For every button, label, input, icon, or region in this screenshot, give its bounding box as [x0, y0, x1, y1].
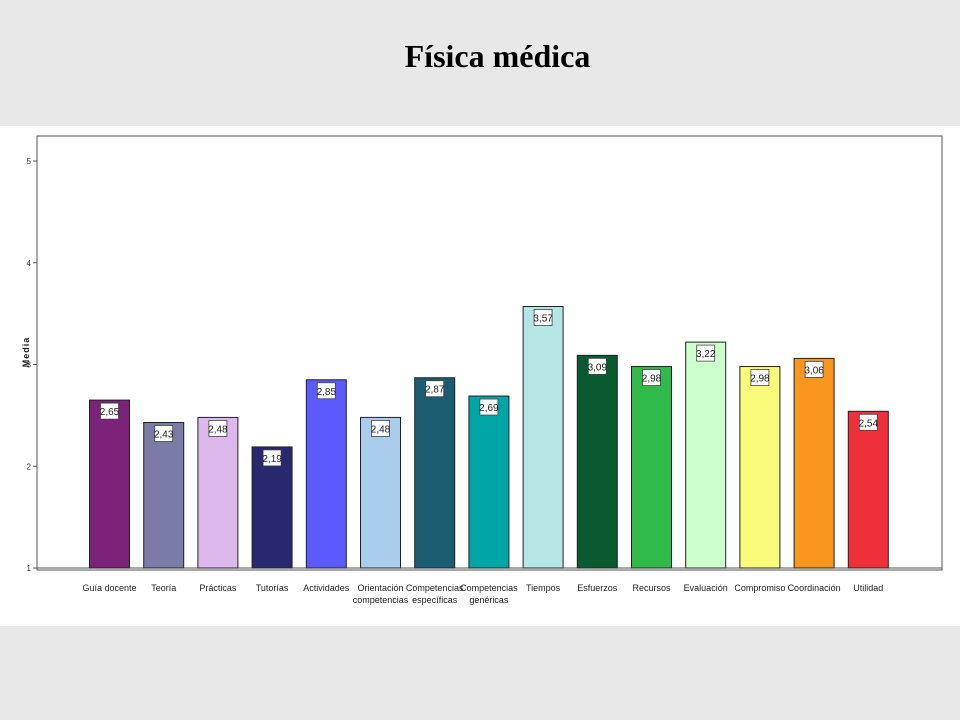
data-label: 2,98 [642, 374, 662, 385]
x-axis-labels: Guía docente Teoría Prácticas Tutorías Activ… [82, 583, 883, 605]
data-label: 3,57 [533, 314, 553, 325]
data-label-box [858, 413, 878, 431]
category-label: Recursos [632, 583, 671, 593]
data-label: 3,22 [696, 349, 716, 360]
category-label: Actividades [303, 583, 350, 593]
bar [631, 366, 672, 569]
category-label: Competencias [460, 583, 518, 593]
category-label: Prácticas [199, 583, 237, 593]
data-label-box [371, 420, 390, 437]
y-tick-label: 5 [27, 157, 32, 166]
bars: 2,65 2,43 2,48 2,19 2,85 2,48 2,87 2,69 3,57 3,09… [89, 306, 889, 569]
bar [847, 410, 889, 569]
category-label: Coordinación [788, 583, 841, 593]
data-label: 2,85 [317, 387, 337, 398]
category-label: Competencias [406, 583, 464, 593]
y-tick-label: 1 [27, 564, 32, 573]
data-label: 3,06 [804, 365, 824, 376]
data-label-box [100, 402, 119, 420]
data-label: 2,87 [425, 385, 445, 396]
category-label: Tutorías [256, 583, 289, 593]
category-label: Utilidad [853, 583, 883, 593]
category-label: competencias [353, 595, 409, 605]
y-tick-label: 3 [27, 361, 32, 370]
bar [251, 446, 293, 569]
data-label-box [804, 360, 824, 378]
bar [468, 395, 510, 569]
data-label: 2,54 [859, 418, 879, 429]
data-label: 2,43 [154, 429, 174, 440]
data-label: 2,69 [479, 403, 499, 414]
data-label: 2,98 [750, 374, 770, 385]
data-label-box [696, 344, 716, 362]
data-label: 2,48 [208, 424, 228, 435]
data-label-box [208, 420, 228, 437]
data-label-box [479, 398, 499, 416]
data-label-box [262, 449, 282, 467]
category-label: Esfuerzos [577, 583, 618, 593]
bar [305, 379, 347, 569]
bar [143, 421, 185, 569]
bar [197, 416, 239, 569]
bar [739, 366, 781, 569]
category-label: genéricas [469, 595, 509, 605]
category-label: Evaluación [684, 583, 728, 593]
y-tick-label: 2 [27, 462, 32, 471]
chart-title: Física médica [404, 38, 591, 74]
category-label: Orientación [357, 583, 403, 593]
bar [522, 306, 564, 569]
data-label: 2,19 [262, 454, 282, 465]
bar [414, 377, 456, 569]
data-label: 2,48 [371, 424, 391, 435]
data-label-box [425, 380, 445, 398]
bar [576, 354, 618, 569]
data-label: 3,09 [588, 362, 608, 373]
data-label: 2,65 [100, 407, 120, 418]
y-tick-label: 4 [27, 259, 32, 268]
bar [685, 341, 727, 569]
plot-frame [36, 135, 943, 571]
data-label-box [533, 309, 553, 326]
bar [793, 357, 835, 569]
category-label: Tiempos [526, 583, 561, 593]
data-label-box [316, 382, 336, 400]
category-label: Compromiso [734, 583, 785, 593]
category-label: Guía docente [82, 583, 136, 593]
y-axis-title: Media [21, 337, 31, 368]
category-label: Teoría [151, 583, 176, 593]
data-label-box [642, 369, 661, 386]
data-label-box [587, 357, 607, 375]
category-label: específicas [412, 595, 458, 605]
bar [360, 416, 401, 569]
bar [89, 399, 130, 569]
data-label-box [154, 425, 174, 442]
bar-chart: 1 2 3 4 5 2,65 2,43 2,48 2,19 2,85 2,48 2,87 2,69 3,… [21, 135, 943, 605]
data-label-box [750, 369, 770, 386]
